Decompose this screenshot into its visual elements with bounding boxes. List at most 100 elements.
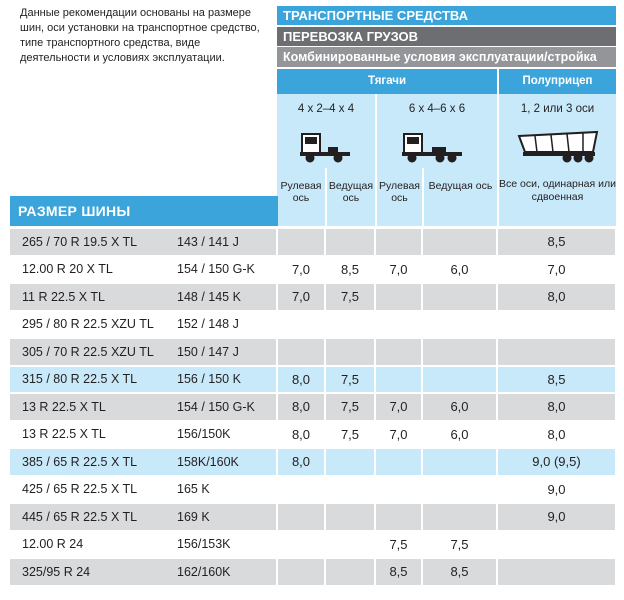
semitrailer-value: 8,5: [496, 365, 615, 394]
tire-size-cell: 12.00 R 24: [10, 530, 175, 559]
semitrailer-value: 9,0: [496, 503, 615, 532]
semitrailer-value: [496, 338, 615, 367]
steer-axle-1-value: 8,0: [276, 420, 325, 449]
config-6x4-label: 6 x 4–6 x 6: [408, 103, 466, 115]
axle-divider-1: [325, 168, 327, 226]
load-index-cell: 156/153K: [175, 530, 277, 559]
load-index-cell: 152 / 148 J: [175, 310, 277, 339]
load-index-cell: 162/160K: [175, 558, 277, 587]
config-4x2-label: 4 x 2–4 x 4: [297, 103, 355, 115]
steer-axle-1-value: 8,0: [276, 448, 325, 477]
drive-axle-1-value: [324, 503, 375, 532]
drive-axle-2-value: [421, 365, 497, 394]
steer-axle-1-value: 8,0: [276, 393, 325, 422]
table-row: 13 R 22.5 X TL 156/150K 8,0 7,5 7,0 6,0 8,0: [10, 420, 615, 449]
table-row: 425 / 65 R 22.5 X TL 165 K 9,0: [10, 475, 615, 504]
load-index-cell: 165 K: [175, 475, 277, 504]
tire-size-cell: 265 / 70 R 19.5 X TL: [10, 229, 175, 257]
vehicles-header: ТРАНСПОРТНЫЕ СРЕДСТВА: [277, 6, 616, 25]
table-row: 13 R 22.5 X TL 154 / 150 G-K 8,0 7,5 7,0 6,0 8…: [10, 393, 615, 422]
tire-size-cell: 445 / 65 R 22.5 X TL: [10, 503, 175, 532]
drive-axle-1-value: 7,5: [324, 420, 375, 449]
load-index-cell: 156 / 150 K: [175, 365, 277, 394]
steer-axle-1-value: 7,0: [276, 255, 325, 284]
semitrailer-value: 8,0: [496, 283, 615, 312]
table-row: 305 / 70 R 22.5 XZU TL 150 / 147 J: [10, 338, 615, 367]
intro-text: Данные рекомендации основаны на размере …: [20, 7, 260, 64]
cargo-header: ПЕРЕВОЗКА ГРУЗОВ: [277, 27, 616, 46]
drive-axle-1-value: [324, 475, 375, 504]
drive-axle-1-value: [324, 448, 375, 477]
drive-axle-1-value: [324, 310, 375, 339]
load-index-cell: 150 / 147 J: [175, 338, 277, 367]
table-row: 12.00 R 20 X TL 154 / 150 G-K 7,0 8,5 7,0 6,0…: [10, 255, 615, 284]
tire-size-cell: 425 / 65 R 22.5 X TL: [10, 475, 175, 504]
load-index-cell: 156/150K: [175, 420, 277, 449]
tractor-truck-icon: [402, 133, 462, 163]
drive-axle-2-label: Ведущая ось: [428, 180, 493, 192]
drive-axle-2-value: 6,0: [421, 393, 497, 422]
steer-axle-1-value: [276, 475, 325, 504]
steer-axle-1-value: 8,0: [276, 365, 325, 394]
semitrailer-value: 7,0: [496, 255, 615, 284]
drive-axle-2-value: [421, 283, 497, 312]
steer-axle-2-value: [374, 338, 422, 367]
steer-axle-1-value: [276, 310, 325, 339]
table-row: 445 / 65 R 22.5 X TL 169 K 9,0: [10, 503, 615, 532]
drive-axle-1-value: [324, 229, 375, 257]
steer-axle-2-value: [374, 448, 422, 477]
semitrailer-value: [496, 310, 615, 339]
steer-axle-2-value: 7,0: [374, 393, 422, 422]
drive-axle-2-value: 8,5: [421, 558, 497, 587]
drive-axle-1-label: Ведущая ось: [328, 180, 374, 204]
semitrailer-value: 8,5: [496, 229, 615, 257]
steer-axle-2-label: Рулевая ось: [379, 180, 420, 204]
table-row: 12.00 R 24 156/153K 7,5 7,5: [10, 530, 615, 559]
tire-size-cell: 13 R 22.5 X TL: [10, 393, 175, 422]
drive-axle-1-value: 7,5: [324, 365, 375, 394]
drive-axle-2-value: 7,5: [421, 530, 497, 559]
config-divider-2: [497, 69, 499, 226]
steer-axle-1-value: [276, 558, 325, 587]
tire-size-cell: 315 / 80 R 22.5 X TL: [10, 365, 175, 394]
config-axles-label: 1, 2 или 3 оси: [520, 103, 595, 115]
load-index-cell: 143 / 141 J: [175, 229, 277, 257]
load-index-cell: 154 / 150 G-K: [175, 255, 277, 284]
drive-axle-1-value: [324, 338, 375, 367]
drive-axle-2-value: [421, 229, 497, 257]
semitrailer-value: [496, 530, 615, 559]
steer-axle-2-value: [374, 310, 422, 339]
steer-axle-2-value: 7,0: [374, 420, 422, 449]
steer-axle-1-value: 7,0: [276, 283, 325, 312]
load-index-cell: 158K/160K: [175, 448, 277, 477]
table-row: 315 / 80 R 22.5 X TL 156 / 150 K 8,0 7,5 8,5: [10, 365, 615, 394]
drive-axle-2-value: 6,0: [421, 420, 497, 449]
table-row: 325/95 R 24 162/160K 8,5 8,5: [10, 558, 615, 587]
load-index-cell: 148 / 145 K: [175, 283, 277, 312]
table-row: 265 / 70 R 19.5 X TL 143 / 141 J 8,5: [10, 229, 615, 257]
tire-size-cell: 13 R 22.5 X TL: [10, 420, 175, 449]
drive-axle-1-value: 8,5: [324, 255, 375, 284]
config-divider-1: [375, 94, 377, 226]
drive-axle-2-value: [421, 310, 497, 339]
dump-semitrailer-icon: [517, 130, 599, 163]
tire-size-cell: 385 / 65 R 22.5 X TL: [10, 448, 175, 477]
tire-size-header: РАЗМЕР ШИНЫ: [10, 196, 278, 226]
semitrailer-value: 8,0: [496, 393, 615, 422]
tractor-truck-icon: [300, 133, 350, 163]
steer-axle-2-value: [374, 475, 422, 504]
drive-axle-2-value: 6,0: [421, 255, 497, 284]
steer-axle-2-value: [374, 283, 422, 312]
load-index-cell: 169 K: [175, 503, 277, 532]
drive-axle-1-value: [324, 530, 375, 559]
steer-axle-2-value: [374, 365, 422, 394]
semitrailer-value: 9,0: [496, 475, 615, 504]
semitrailer-group-header: Полуприцеп: [499, 69, 616, 94]
drive-axle-2-value: [421, 475, 497, 504]
table-row: 385 / 65 R 22.5 X TL 158K/160K 8,0 9,0 (9,5…: [10, 448, 615, 477]
tire-size-cell: 295 / 80 R 22.5 XZU TL: [10, 310, 175, 339]
all-axles-label: Все оси, одинарная или сдвоенная: [499, 178, 616, 203]
tire-size-cell: 305 / 70 R 22.5 XZU TL: [10, 338, 175, 367]
steer-axle-2-value: [374, 503, 422, 532]
tractors-group-header: Тягачи: [277, 69, 497, 94]
